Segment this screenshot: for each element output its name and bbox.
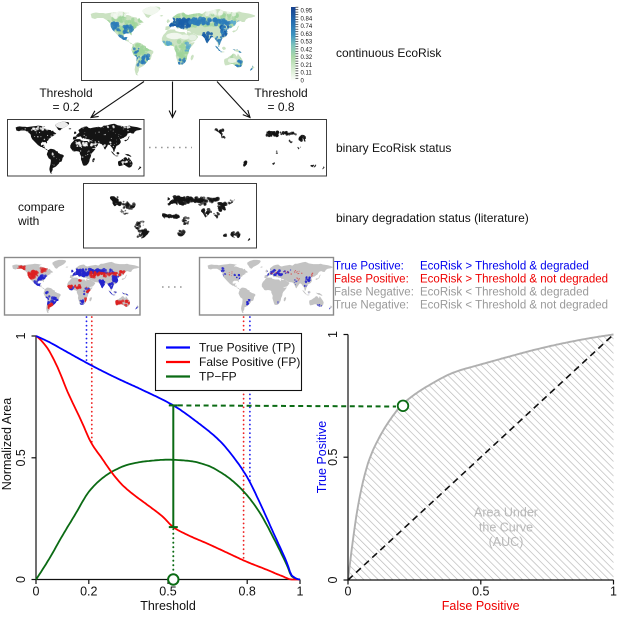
svg-text:= 0.2: = 0.2 [52,100,79,114]
svg-text:0.5: 0.5 [472,585,489,599]
svg-text:False Positive (FP): False Positive (FP) [199,355,300,369]
svg-text:0.2: 0.2 [80,585,97,599]
svg-text:continuous EcoRisk: continuous EcoRisk [336,46,442,60]
svg-text:0.63: 0.63 [301,32,313,38]
svg-text:0.74: 0.74 [301,24,313,30]
svg-text:0: 0 [345,585,352,599]
svg-text:0.95: 0.95 [301,9,313,15]
svg-text:0: 0 [301,79,305,85]
svg-text:True Positive (TP): True Positive (TP) [199,341,295,355]
svg-text:binary EcoRisk status: binary EcoRisk status [336,141,451,155]
svg-text:compare: compare [18,200,65,214]
svg-text:False Positive:: False Positive: [334,273,409,285]
svg-text:1: 1 [297,585,304,599]
svg-text:True Positive:: True Positive: [334,260,404,272]
svg-text:EcoRisk < Threshold & not degr: EcoRisk < Threshold & not degraded [420,300,608,312]
svg-text:EcoRisk < Threshold & degraded: EcoRisk < Threshold & degraded [420,287,589,299]
svg-text:0.11: 0.11 [301,71,313,77]
svg-text:1: 1 [326,331,340,338]
svg-text:0: 0 [33,585,40,599]
svg-text:Normalized Area: Normalized Area [0,398,14,490]
svg-text:0: 0 [326,576,340,583]
svg-text:0.8: 0.8 [239,585,256,599]
svg-text:0.32: 0.32 [301,55,313,61]
svg-text:binary degradation status (lit: binary degradation status (literature) [336,211,529,225]
svg-text:EcoRisk > Threshold & degraded: EcoRisk > Threshold & degraded [420,260,589,272]
svg-text:0.21: 0.21 [301,63,313,69]
svg-text:0.5: 0.5 [326,448,340,465]
svg-text:Threshold: Threshold [140,599,196,613]
svg-text:Area Under: Area Under [474,506,538,520]
svg-text:TP−FP: TP−FP [199,370,237,384]
svg-text:0.84: 0.84 [301,16,313,22]
svg-text:Threshold: Threshold [254,86,307,100]
svg-text:= 0.8: = 0.8 [267,100,294,114]
svg-text:1: 1 [14,332,28,339]
svg-text:True Negative:: True Negative: [334,300,409,312]
svg-text:1: 1 [610,585,617,599]
svg-text:(AUC): (AUC) [489,535,524,549]
svg-text:0: 0 [14,576,28,583]
svg-text:0.42: 0.42 [301,47,313,53]
svg-text:True Positive: True Positive [315,421,329,494]
svg-text:0.5: 0.5 [14,449,28,466]
svg-text:0.53: 0.53 [301,40,313,46]
svg-text:EcoRisk > Threshold & not degr: EcoRisk > Threshold & not degraded [420,273,608,285]
svg-text:False Positive: False Positive [442,599,520,613]
svg-text:0.5: 0.5 [159,585,176,599]
svg-text:with: with [17,214,39,228]
svg-text:False Negative:: False Negative: [334,287,414,299]
svg-text:Threshold: Threshold [39,86,92,100]
svg-text:the Curve: the Curve [479,521,533,535]
